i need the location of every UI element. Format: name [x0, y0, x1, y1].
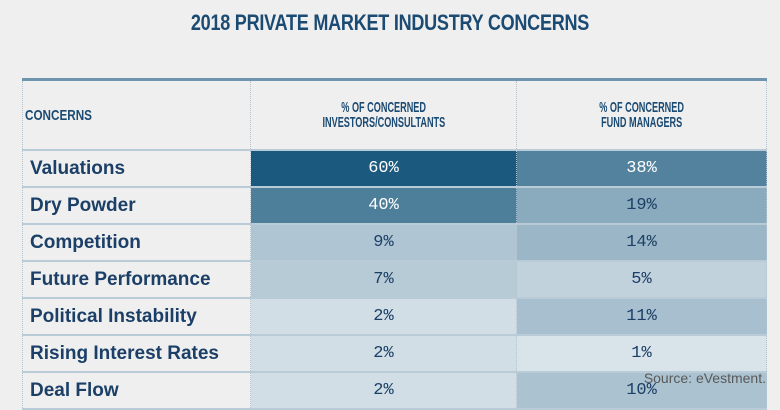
- table-row: Valuations 60% 38%: [22, 150, 767, 188]
- managers-value-cell: 38%: [516, 150, 767, 188]
- header-concerns: CONCERNS: [22, 79, 251, 151]
- managers-value-cell: 1%: [516, 335, 767, 373]
- concern-label: Political Instability: [22, 298, 251, 336]
- source-note: Source: eVestment.: [643, 370, 766, 386]
- investors-value-cell: 60%: [250, 150, 517, 188]
- managers-value-cell: 19%: [516, 187, 767, 225]
- table-header-row: CONCERNS % OF CONCERNED INVESTORS/CONSULT…: [22, 79, 767, 151]
- investors-value-cell: 2%: [250, 372, 517, 410]
- investors-value-cell: 40%: [250, 187, 517, 225]
- investors-value-cell: 2%: [250, 335, 517, 373]
- header-managers: % OF CONCERNED FUND MANAGERS: [516, 79, 767, 151]
- table-row: Dry Powder 40% 19%: [22, 187, 767, 225]
- concern-label: Deal Flow: [22, 372, 251, 410]
- investors-value-cell: 9%: [250, 224, 517, 262]
- managers-value-cell: 5%: [516, 261, 767, 299]
- table-row: Competition 9% 14%: [22, 224, 767, 262]
- concern-label: Future Performance: [22, 261, 251, 299]
- managers-value-cell: 11%: [516, 298, 767, 336]
- investors-value-cell: 7%: [250, 261, 517, 299]
- concern-label: Dry Powder: [22, 187, 251, 225]
- chart-title: 2018 PRIVATE MARKET INDUSTRY CONCERNS: [190, 10, 590, 35]
- concern-label: Rising Interest Rates: [22, 335, 251, 373]
- concern-label: Competition: [22, 224, 251, 262]
- table-row: Political Instability 2% 11%: [22, 298, 767, 336]
- table-row: Future Performance 7% 5%: [22, 261, 767, 299]
- table-row: Rising Interest Rates 2% 1%: [22, 335, 767, 373]
- header-investors: % OF CONCERNED INVESTORS/CONSULTANTS: [250, 79, 517, 151]
- concern-label: Valuations: [22, 150, 251, 188]
- investors-value-cell: 2%: [250, 298, 517, 336]
- managers-value-cell: 14%: [516, 224, 767, 262]
- concerns-table: CONCERNS % OF CONCERNED INVESTORS/CONSULT…: [22, 78, 767, 410]
